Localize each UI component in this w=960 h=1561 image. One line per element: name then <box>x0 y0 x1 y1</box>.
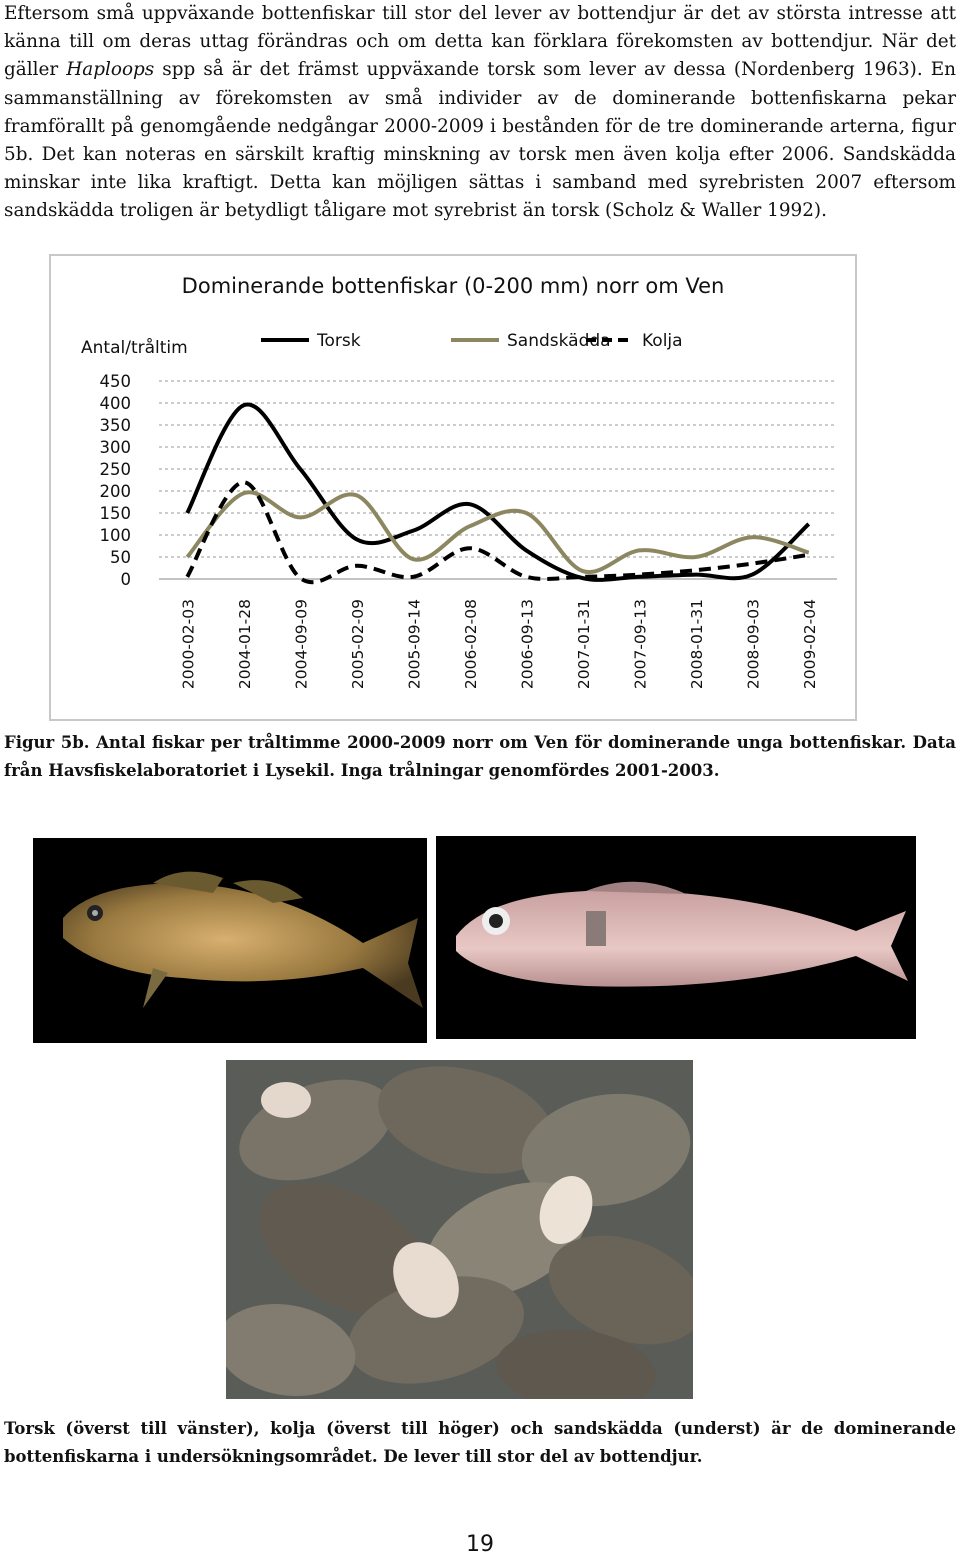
y-tick-label: 300 <box>100 438 132 457</box>
x-tick-label: 2005-02-09 <box>349 599 367 689</box>
x-tick-label: 2004-01-28 <box>236 599 254 689</box>
y-axis-label: Antal/tråltim <box>81 338 188 358</box>
chart-frame: Dominerande bottenfiskar (0-200 mm) norr… <box>49 254 857 721</box>
y-tick-label: 100 <box>100 526 132 545</box>
legend-label: Sandskädda <box>507 331 611 351</box>
x-tick-label: 2004-09-09 <box>292 599 310 689</box>
intro-text-2: spp så är det främst uppväxande torsk so… <box>4 59 956 222</box>
y-tick-label: 200 <box>100 482 132 501</box>
x-tick-label: 2009-02-04 <box>801 599 819 689</box>
chart-title: Dominerande bottenfiskar (0-200 mm) norr… <box>181 274 725 298</box>
x-tick-label: 2007-09-13 <box>631 599 649 689</box>
x-tick-label: 2006-09-13 <box>518 599 536 689</box>
page-number: 19 <box>466 1532 494 1557</box>
dab-fish-pile-image <box>226 1060 693 1399</box>
x-tick-label: 2007-01-31 <box>575 599 593 689</box>
y-tick-label: 350 <box>100 416 132 435</box>
haddock-fish-image <box>456 881 908 987</box>
y-tick-label: 400 <box>100 394 132 413</box>
intro-italic-genus: Haploops <box>66 59 155 81</box>
series-line-kolja <box>185 480 810 585</box>
y-tick-label: 0 <box>121 570 132 589</box>
photo-kolja <box>436 836 916 1039</box>
x-tick-label: 2006-02-08 <box>462 599 480 689</box>
y-tick-label: 50 <box>110 548 131 567</box>
x-tick-label: 2008-09-03 <box>744 599 762 689</box>
y-tick-label: 250 <box>100 460 132 479</box>
series-line-sandskdda <box>185 490 810 575</box>
y-tick-label: 150 <box>100 504 132 523</box>
photo-caption: Torsk (överst till vänster), kolja (över… <box>4 1419 956 1466</box>
legend-label: Kolja <box>642 331 683 351</box>
y-tick-label: 450 <box>100 372 132 391</box>
x-tick-label: 2008-01-31 <box>688 599 706 689</box>
legend-label: Torsk <box>316 331 361 351</box>
photo-torsk <box>33 838 427 1043</box>
figure-caption: Figur 5b. Antal fiskar per tråltimme 200… <box>4 733 956 780</box>
intro-paragraph: Eftersom små uppväxande bottenfiskar til… <box>4 0 956 226</box>
line-chart: 450 400 350 300 250 200 150 100 50 0 2000-02-03 200… <box>100 331 837 689</box>
intro-text-1: Eftersom små uppväxande bottenfiskar til… <box>4 3 956 81</box>
x-tick-label: 2000-02-03 <box>179 599 197 689</box>
x-tick-label: 2005-09-14 <box>405 599 423 689</box>
photo-sandskadda <box>226 1060 693 1399</box>
series-line-torsk <box>185 402 811 582</box>
cod-fish-image <box>63 871 423 1008</box>
